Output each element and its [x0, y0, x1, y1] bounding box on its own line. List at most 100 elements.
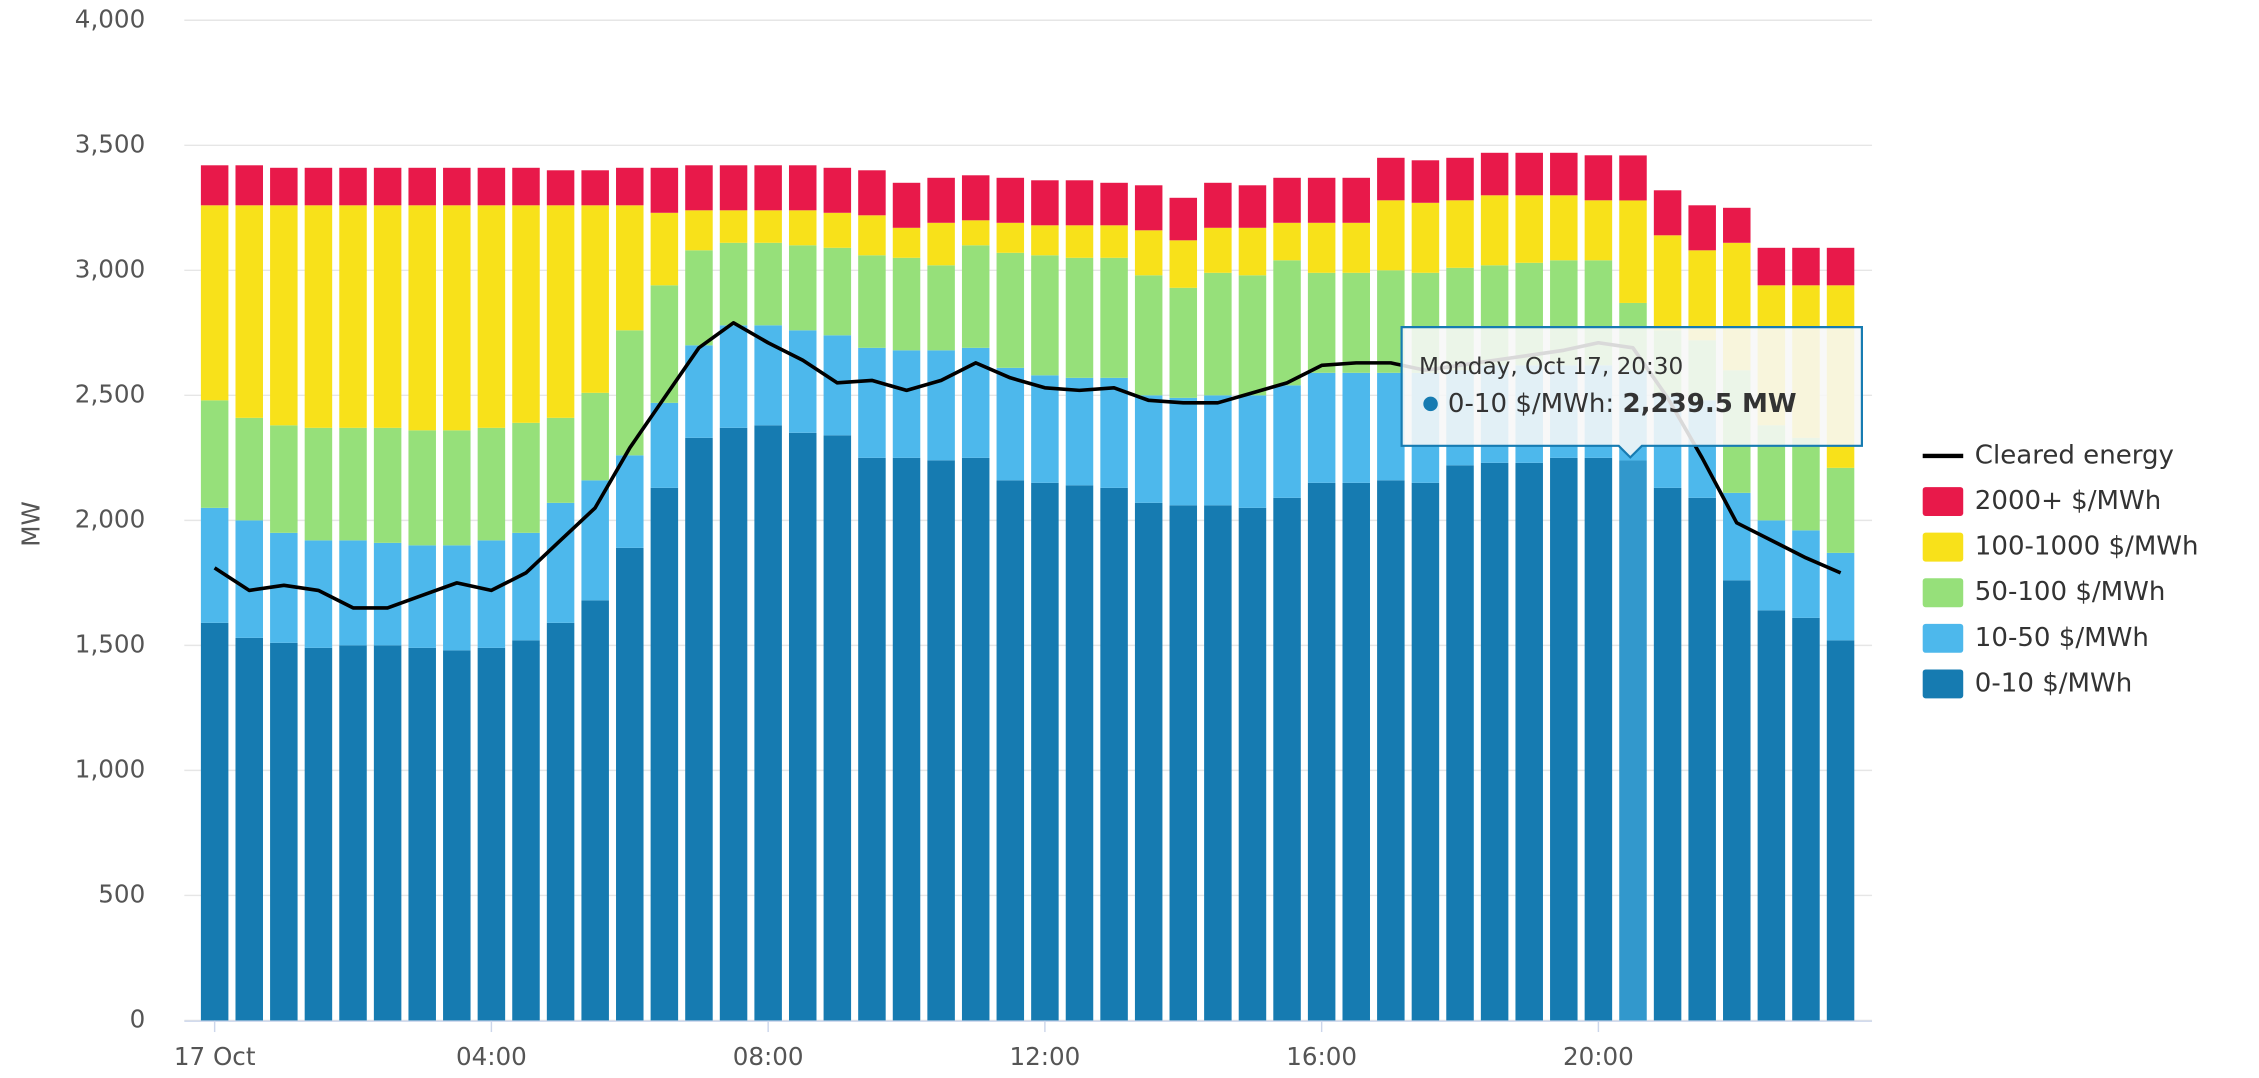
bar-segment: [1273, 222, 1301, 261]
bar-segment: [1342, 482, 1370, 1021]
bar-segment: [1238, 227, 1267, 276]
bar-segment: [200, 165, 229, 206]
bar-segment: [1377, 200, 1405, 271]
bar-segment: [1619, 460, 1647, 1021]
bar-segment: [443, 545, 471, 651]
bar-segment: [512, 532, 540, 641]
bar-segment: [235, 205, 263, 418]
legend-swatch: [1922, 532, 1964, 562]
legend: Cleared energy 2000+ $/MWh 100-1000 $/MWh 5…: [1922, 440, 2199, 698]
bar-segment: [1584, 457, 1613, 1021]
bar-segment: [1273, 497, 1301, 1021]
bar-segment: [373, 205, 402, 428]
bar-segment: [1377, 157, 1405, 201]
bar-segment: [1273, 260, 1301, 386]
bar-segment: [200, 400, 229, 508]
bar-segment: [1515, 195, 1543, 263]
bar-segment: [235, 520, 263, 638]
bar-segment: [1377, 372, 1405, 481]
bar-segment: [1065, 225, 1094, 258]
bar-segment: [1688, 497, 1716, 1021]
bar-segment: [1411, 160, 1440, 203]
bar-segment: [858, 457, 886, 1021]
bar-segment: [996, 222, 1025, 253]
bar-segment: [823, 435, 852, 1021]
bar-segment: [1550, 457, 1578, 1021]
tooltip-label: 0-10 $/MWh: 2,239.5 MW: [1448, 388, 1797, 418]
x-tick-label: 17 Oct: [174, 1042, 256, 1071]
bar-segment: [996, 252, 1025, 368]
legend-label: 10-50 $/MWh: [1975, 623, 2149, 653]
bar-segment: [1480, 462, 1509, 1021]
bar-segment: [685, 210, 713, 251]
bar-segment: [823, 167, 852, 213]
bar-segment: [1653, 235, 1682, 331]
x-tick-label: 04:00: [456, 1042, 527, 1071]
bar-segment: [1100, 377, 1128, 488]
bar-segment: [1100, 487, 1128, 1021]
bar-segment: [1584, 155, 1613, 201]
bar-segment: [1446, 157, 1474, 201]
bar-segment: [373, 645, 402, 1021]
bar-segment: [1169, 240, 1198, 288]
bar-segment: [546, 502, 575, 623]
bar-segment: [1342, 222, 1370, 273]
bar-segment: [270, 205, 298, 426]
bar-segment: [1723, 207, 1751, 243]
bar-segment: [304, 427, 333, 541]
bar-segment: [546, 205, 575, 418]
bar-segment: [339, 167, 367, 206]
bar-segment: [616, 455, 644, 548]
bar-segment: [823, 212, 852, 248]
bar-segment: [235, 637, 263, 1021]
bar-segment: [200, 205, 229, 401]
legend-label: 100-1000 $/MWh: [1975, 532, 2199, 562]
y-tick-label: 2,000: [75, 504, 145, 533]
bar-segment: [1134, 185, 1163, 231]
bar-segment: [304, 205, 333, 428]
bar-segment: [823, 247, 852, 336]
bar-segment: [719, 165, 748, 211]
bar-segment: [616, 167, 644, 206]
y-axis-title: MW: [16, 501, 45, 547]
bar-segment: [443, 650, 471, 1021]
bar-segment: [996, 367, 1025, 481]
bar-segment: [1238, 275, 1267, 396]
bar-segment: [1377, 480, 1405, 1021]
bar-segment: [1238, 507, 1267, 1021]
bar-segment: [1134, 275, 1163, 396]
bar-segment: [339, 427, 367, 541]
bar-segment: [961, 220, 990, 246]
bar-segment: [754, 425, 782, 1021]
bar-segment: [858, 347, 886, 458]
legend-swatch: [1922, 578, 1964, 608]
bar-segment: [546, 170, 575, 206]
bar-segment: [339, 540, 367, 646]
y-tick-label: 3,000: [75, 254, 145, 283]
bar-segment: [961, 245, 990, 348]
bar-segment: [1342, 372, 1370, 483]
x-tick-label: 16:00: [1286, 1042, 1357, 1071]
bar-segment: [339, 645, 367, 1021]
bar-segment: [892, 227, 921, 258]
bar-segment: [1031, 375, 1059, 483]
bar-segment: [892, 182, 921, 228]
bar-segment: [373, 167, 402, 206]
bar-segment: [754, 242, 782, 326]
bar-segment: [1238, 395, 1267, 508]
bar-segment: [1307, 272, 1336, 373]
bar-segment: [858, 215, 886, 256]
bar-segment: [1307, 482, 1336, 1021]
y-tick-label: 1,500: [75, 629, 145, 658]
bar-segment: [892, 457, 921, 1021]
bar-segment: [1723, 580, 1751, 1021]
bar-segment: [996, 480, 1025, 1021]
bar-segment: [1757, 610, 1786, 1021]
bar-segment: [1515, 152, 1543, 196]
bar-segment: [1169, 505, 1198, 1021]
y-tick-label: 0: [130, 1004, 146, 1033]
bar-segment: [581, 392, 609, 481]
y-tick-label: 4,000: [75, 4, 145, 33]
bar-segment: [477, 427, 506, 541]
bar-segment: [200, 507, 229, 623]
